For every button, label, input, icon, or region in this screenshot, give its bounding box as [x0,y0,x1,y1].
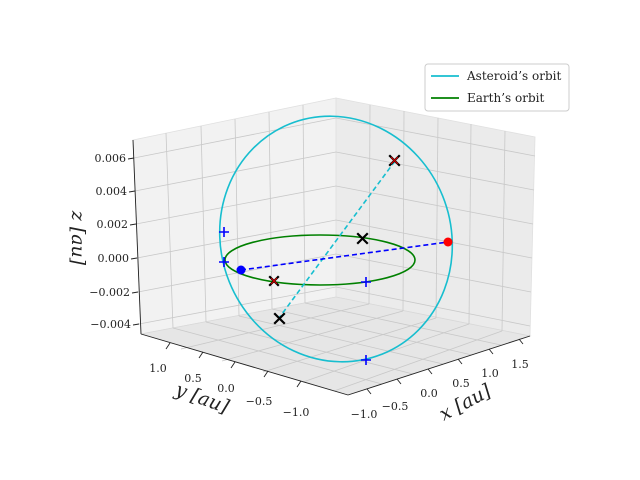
grid-x-right-3 [435,117,439,319]
grid-z-left-1 [138,286,337,325]
earth-orbit-line [224,234,416,286]
plus-marker [361,277,371,287]
plus-markers [219,227,371,365]
x-tick-mark-4 [457,358,463,365]
z-axis-line [132,139,142,335]
y-tick-label: 1.0 [149,362,167,375]
grid-z-right-4 [335,185,534,225]
plus-marker [219,227,229,237]
z-tick-mark-1 [132,323,140,326]
grid-x-right-5 [501,130,506,332]
y-tick-mark-1 [296,380,302,388]
z-tick-label: 0.002 [97,218,129,231]
sun-x-marker [356,232,369,245]
z-tick-label: 0.000 [98,252,130,265]
grid-z-right-1 [335,286,531,327]
x-tick-mark-3 [427,368,433,375]
y-tick-label: −0.5 [246,395,273,408]
grid-y-left-1 [165,132,174,329]
x-tick-mark-6 [518,338,524,345]
grid-floor-y-5 [304,302,502,346]
red-point-marker [443,237,453,247]
z-axis-label: z [au] [67,210,89,266]
orbit-low-x-marker [273,312,286,325]
tick-marks [127,157,524,395]
x-tick-mark-5 [488,348,494,355]
z-tick-mark-5 [128,190,136,193]
y-tick-mark-2 [263,370,269,378]
grid-x-right-2 [402,110,405,312]
grid-floor-x-1 [180,303,370,350]
z-tick-labels: −0.004 −0.002 0.000 0.002 0.004 0.006 [89,152,131,331]
x-markers [268,154,401,325]
x-tick-mark-2 [396,378,402,385]
grid-z-right-3 [335,219,533,259]
plus-marker [361,355,371,365]
grid-y-left-3 [234,118,240,317]
grid-floor-x-2 [221,310,404,362]
legend-box [424,63,570,112]
y-tick-label: 0.0 [217,382,235,395]
grid-z-right-5 [335,151,535,191]
y-axis-line [140,333,349,396]
z-tick-label: −0.002 [89,286,130,299]
x-tick-label: −0.5 [382,400,409,413]
grid-z-right-2 [335,253,532,293]
node-line [278,160,396,319]
grid-y-left-4 [268,111,273,310]
axis-panes [132,97,536,396]
axis-edges [132,139,531,396]
z-tick-mark-6 [127,157,135,160]
plus-marker [219,257,229,267]
grid-floor-x-5 [333,330,503,392]
x-tick-label: 0.0 [420,387,438,400]
asteroid-orbit-line [218,115,454,363]
x-tick-label: 0.5 [452,377,470,390]
grid-y-left-2 [200,125,207,323]
apsis-line [240,241,449,271]
legend-label-asteroid: Asteroid’s orbit [466,69,561,83]
grid-floor-y-4 [271,308,473,356]
z-tick-mark-2 [131,291,139,294]
y-tick-mark-5 [165,342,171,350]
legend-label-earth: Earth’s orbit [467,91,544,105]
legend: Asteroid’s orbit Earth’s orbit [424,63,570,112]
grid-floor-y-2 [205,321,414,375]
grid-x-right-1 [368,104,371,305]
x-tick-label: 1.0 [481,367,499,380]
z-tick-label: 0.004 [96,185,128,198]
y-tick-mark-4 [198,351,204,359]
grid-y-left-5 [302,104,306,304]
y-tick-label: −1.0 [283,406,310,419]
pane-back-left [132,97,337,335]
grid-floor-y-1 [172,327,383,385]
x-tick-label: −1.0 [351,408,378,421]
blue-point-marker [236,265,246,275]
descending-node-x-marker-inner [270,277,278,285]
ascending-node-x-marker-inner [390,156,399,165]
x-tick-label: 1.5 [511,358,529,371]
z-tick-mark-3 [130,257,138,260]
x-tick-mark-1 [366,388,372,395]
z-tick-mark-4 [129,223,137,226]
grid-floor-x-3 [262,317,437,373]
z-tick-label: 0.006 [95,152,127,165]
y-tick-label: 0.5 [184,372,202,385]
grid-x-right-4 [468,123,472,325]
x-tick-labels: −1.0 −0.5 0.0 0.5 1.0 1.5 [351,358,529,421]
y-tick-labels: −1.0 −0.5 0.0 0.5 1.0 [149,362,309,419]
x-axis-line [347,335,531,396]
z-tick-label: −0.004 [90,318,131,331]
grid-z-right-6 [335,117,536,157]
y-tick-mark-3 [230,361,236,369]
grid-floor-y-3 [238,315,444,365]
